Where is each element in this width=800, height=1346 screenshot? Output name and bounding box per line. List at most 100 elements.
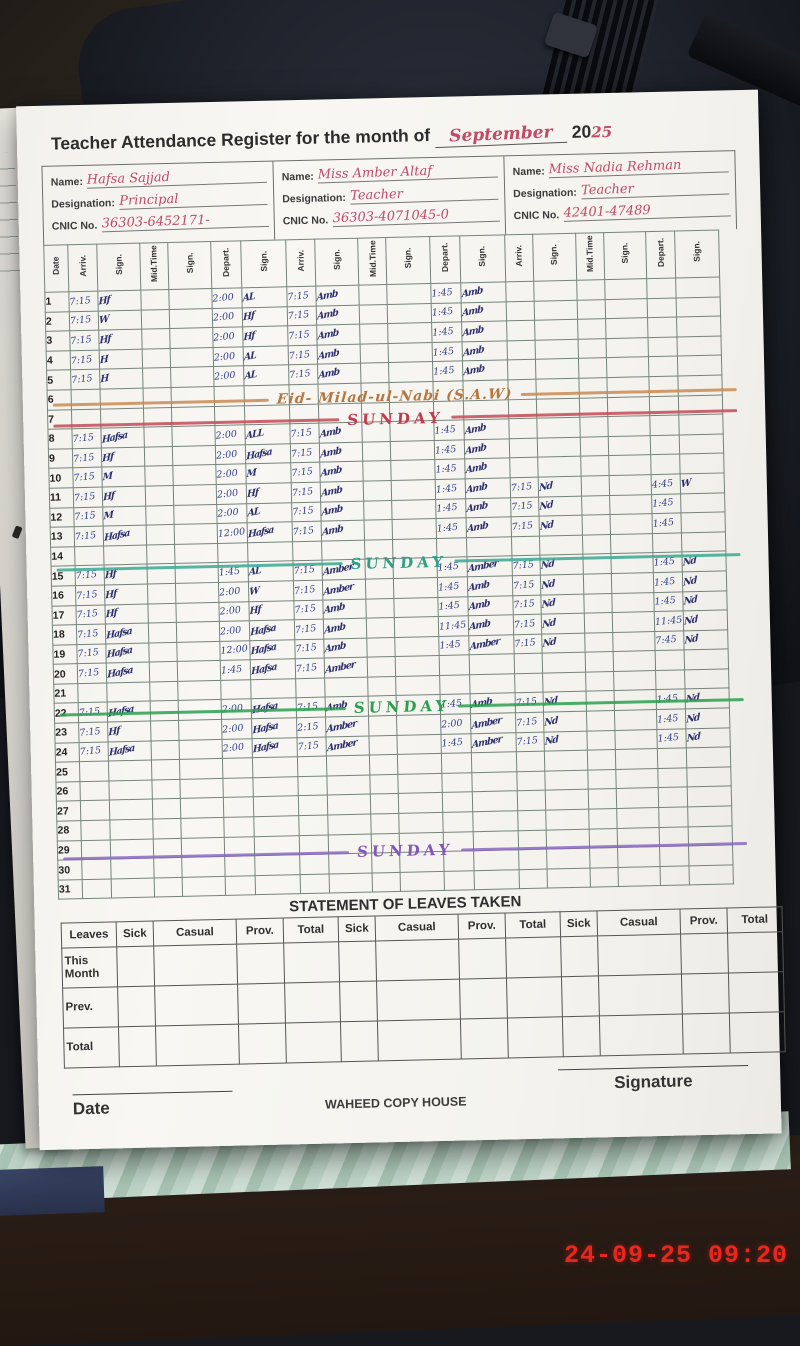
column-header: Sign. [240,239,288,288]
entry-cell: 1:45 [431,341,463,362]
entry-cell: 7:15 [297,736,327,757]
entry-cell [100,407,145,429]
entry-cell: 2:00 [211,287,243,309]
handwritten-time: 7:15 [292,524,315,538]
handwritten-time: 1:45 [656,732,680,746]
entry-cell [612,650,656,672]
entry-cell: 7:15 [511,575,541,596]
entry-cell [179,739,223,760]
entry-cell: 7:15 [294,619,325,640]
handwritten-time: 2:00 [212,311,235,325]
entry-cell [169,308,213,329]
entry-cell: 2:00 [221,718,253,740]
handwritten-time: 7:15 [288,348,311,362]
entry-cell [535,397,580,419]
entry-cell [442,811,473,833]
handwritten-signature: Nd [543,714,558,729]
entry-cell: 2:00 [212,307,243,328]
entry-cell [473,869,520,891]
entry-cell [513,653,543,674]
entry-cell [472,810,518,832]
handwritten-time: 7:15 [293,564,316,578]
entry-cell [327,794,372,816]
handwritten-signature: Hf [105,587,117,602]
handwritten-signature: H [100,372,109,386]
entry-cell [295,677,326,699]
entry-cell [149,661,178,682]
entry-cell [604,278,647,300]
handwritten-time: 1:45 [653,595,677,609]
entry-cell: M [102,505,147,527]
column-header: Sign. [532,233,577,282]
entry-cell [536,436,581,458]
entry-cell: 7:15 [288,364,319,385]
name-label: Name: [50,175,84,189]
entry-cell: Hafsa [107,701,151,723]
printing-press-name: WAHEED COPY HOUSE [324,1094,467,1113]
entry-cell [544,769,588,791]
entry-cell: Amber [470,712,516,734]
handwritten-time: 1:45 [434,482,458,496]
handwritten-time: 7:15 [73,471,96,485]
handwritten-signature: Amb [470,696,492,712]
entry-cell [394,616,439,638]
handwritten-signature: Nd [686,711,700,726]
date-cell: 28 [56,820,82,841]
handwritten-signature: Nd [682,574,697,589]
entry-cell [71,408,101,429]
entry-cell [546,848,590,869]
date-cell: 31 [58,879,83,900]
attendance-table: Date Arriv. Sign. Mid.Time Sign. Depart. Sign.… [43,230,734,901]
leaves-table: Leaves Sick Casual Prov. Total Sick Casual Prov… [61,907,786,1069]
entry-cell [109,799,153,821]
column-header: Date [43,244,69,293]
entry-cell: 1:45 [434,478,466,500]
entry-cell [365,578,395,599]
entry-cell [614,709,657,731]
entry-cell [506,320,535,341]
entry-cell: Hafsa [103,525,147,546]
entry-cell [143,407,173,428]
handwritten-signature: Nd [682,554,696,569]
entry-cell: Hafsa [106,662,150,683]
handwritten-signature: M [103,509,113,523]
handwritten-signature: Hafsa [252,700,278,717]
handwritten-signature: Hafsa [106,645,133,662]
entry-cell [146,544,176,565]
entry-cell [371,833,401,854]
entry-cell [581,514,611,535]
entry-cell [615,768,658,789]
entry-cell [468,654,515,675]
date-cell: 4 [46,350,71,371]
entry-cell [321,539,366,561]
handwritten-time: 7:15 [73,510,97,524]
entry-cell [172,464,217,486]
entry-cell: 7:15 [510,496,539,517]
entry-cell [576,299,606,320]
entry-cell [466,536,512,558]
entry-cell [442,831,474,852]
entry-cell [153,857,183,878]
entry-cell [80,820,111,841]
handwritten-time: 1:45 [430,286,453,300]
entry-cell [605,337,649,358]
leaves-empty-cell [561,976,600,1018]
column-header: Sign. [167,241,212,290]
column-header: Sign. [459,234,506,283]
entry-cell [515,751,545,772]
entry-cell: Amb [320,461,364,483]
entry-cell [148,602,177,624]
entry-cell [147,563,176,584]
entry-cell: Hafsa [251,698,297,719]
entry-cell: Amb [463,418,509,440]
handwritten-signature: Amber [327,737,357,755]
entry-cell: 7:15 [287,305,317,326]
entry-cell: Nd [682,570,727,592]
handwritten-signature: Amb [317,307,339,323]
entry-cell [222,757,254,779]
entry-cell [214,405,246,426]
title-year-handwritten: 25 [591,122,613,142]
entry-cell [141,309,170,330]
entry-cell [617,846,660,868]
handwritten-time: 2:00 [221,702,244,716]
